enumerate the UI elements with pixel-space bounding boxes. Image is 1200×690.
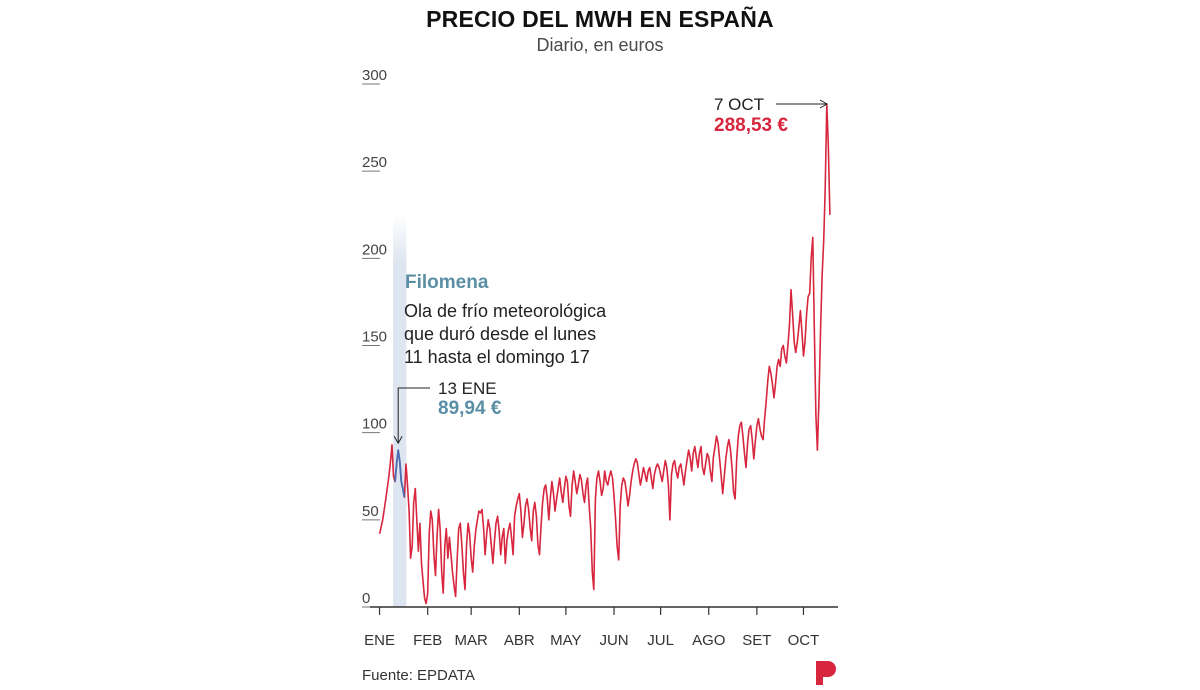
y-tick-label: 250 (362, 154, 387, 171)
event-description-line: Ola de frío meteorológica (404, 301, 607, 321)
x-tick-label: ABR (504, 632, 535, 649)
filomena-series-segment (394, 449, 406, 498)
event-title: Filomena (405, 272, 489, 293)
point1-value-label: 89,94 € (438, 398, 502, 419)
y-tick-label: 100 (362, 416, 387, 433)
chart-title: PRECIO DEL MWH EN ESPAÑA (426, 6, 774, 32)
x-tick-label: FEB (413, 632, 442, 649)
publisher-logo (816, 661, 836, 685)
x-tick-label: JUL (647, 632, 674, 649)
event-description-line: 11 hasta el domingo 17 (404, 347, 590, 367)
event-description-line: que duró desde el lunes (404, 324, 596, 344)
y-tick-label: 0 (362, 590, 370, 607)
x-tick-label: JUN (599, 632, 628, 649)
point2-arrowhead (819, 99, 829, 109)
filomena-highlight-band (393, 215, 407, 607)
y-tick-label: 50 (362, 503, 379, 520)
point2-date-label: 7 OCT (714, 95, 764, 114)
x-tick-label: MAR (454, 632, 488, 649)
y-tick-label: 300 (362, 67, 387, 84)
point2-value-label: 288,53 € (714, 115, 788, 136)
y-tick-label: 200 (362, 241, 387, 258)
y-tick-label: 150 (362, 329, 387, 346)
point1-arrowhead (393, 435, 403, 445)
x-tick-label: MAY (550, 632, 581, 649)
x-tick-label: OCT (788, 632, 820, 649)
price-series-line (378, 103, 831, 605)
point1-leader-line (397, 387, 430, 443)
chart-subtitle: Diario, en euros (536, 35, 664, 55)
source-note: Fuente: EPDATA (362, 667, 475, 684)
x-tick-label: SET (742, 632, 771, 649)
x-tick-label: ENE (364, 632, 395, 649)
point1-date-label: 13 ENE (438, 379, 497, 398)
x-tick-label: AGO (692, 632, 725, 649)
